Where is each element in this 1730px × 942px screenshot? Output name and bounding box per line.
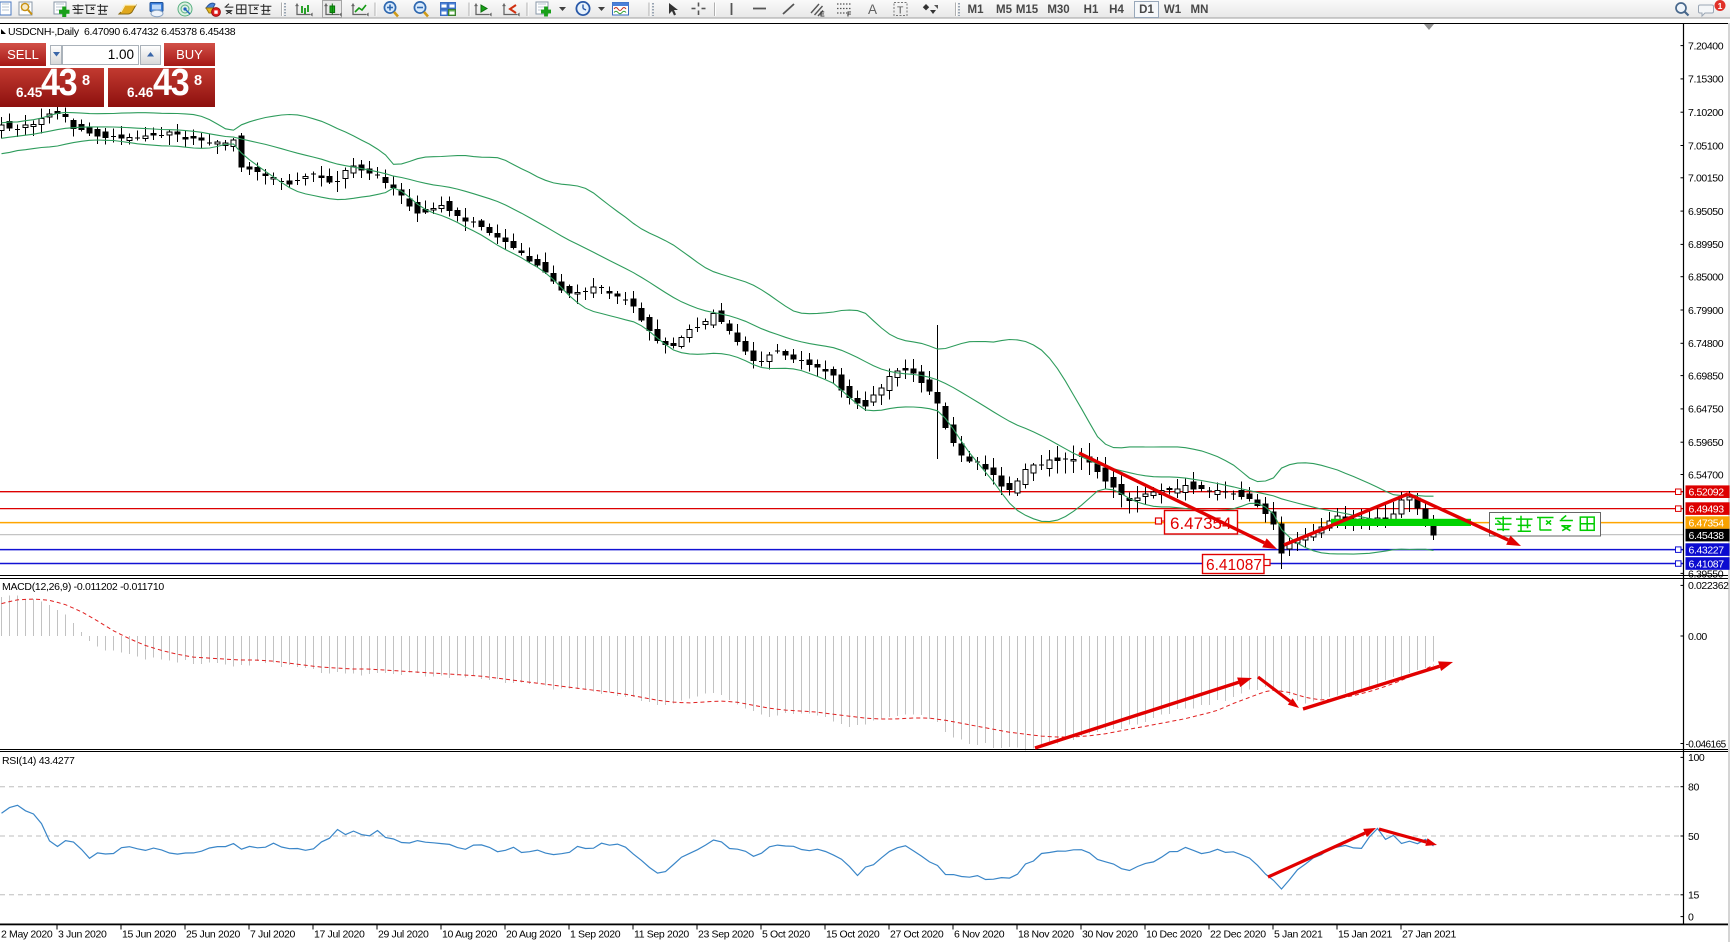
svg-text:22 Dec 2020: 22 Dec 2020 xyxy=(1210,929,1266,941)
svg-text:5 Jan 2021: 5 Jan 2021 xyxy=(1274,929,1323,941)
svg-text:30 Nov 2020: 30 Nov 2020 xyxy=(1082,929,1138,941)
svg-text:6.41087: 6.41087 xyxy=(1206,557,1262,574)
svg-text:20 Aug 2020: 20 Aug 2020 xyxy=(506,929,562,941)
svg-text:25 Jun 2020: 25 Jun 2020 xyxy=(186,929,240,941)
svg-text:6.45438: 6.45438 xyxy=(1689,530,1725,542)
svg-text:15 Jan 2021: 15 Jan 2021 xyxy=(1338,929,1392,941)
svg-text:W1: W1 xyxy=(1164,4,1182,16)
svg-text:80: 80 xyxy=(1688,782,1699,794)
svg-text:6.89950: 6.89950 xyxy=(1688,239,1724,251)
svg-text:6.79900: 6.79900 xyxy=(1688,305,1724,317)
svg-text:D1: D1 xyxy=(1139,4,1154,16)
svg-text:H4: H4 xyxy=(1109,4,1124,16)
svg-text:7.05100: 7.05100 xyxy=(1688,140,1724,152)
svg-text:6.49493: 6.49493 xyxy=(1689,504,1725,516)
svg-text:F: F xyxy=(847,12,852,19)
svg-text:29 Jul 2020: 29 Jul 2020 xyxy=(378,929,429,941)
svg-text:15 Oct 2020: 15 Oct 2020 xyxy=(826,929,880,941)
svg-text:E: E xyxy=(820,12,825,19)
svg-text:0: 0 xyxy=(1688,911,1694,923)
svg-text:5 Oct 2020: 5 Oct 2020 xyxy=(762,929,810,941)
svg-text:7 Jul 2020: 7 Jul 2020 xyxy=(250,929,295,941)
svg-text:17 Jul 2020: 17 Jul 2020 xyxy=(314,929,365,941)
svg-text:6.74800: 6.74800 xyxy=(1688,338,1724,350)
svg-text:2 May 2020: 2 May 2020 xyxy=(1,929,53,941)
svg-text:3 Jun 2020: 3 Jun 2020 xyxy=(58,929,107,941)
svg-text:6.59650: 6.59650 xyxy=(1688,437,1724,449)
svg-text:M30: M30 xyxy=(1047,4,1069,16)
svg-text:0.00: 0.00 xyxy=(1688,631,1707,643)
svg-text:1 Sep 2020: 1 Sep 2020 xyxy=(570,929,621,941)
svg-text:0.022362: 0.022362 xyxy=(1688,580,1729,592)
svg-text:7.15300: 7.15300 xyxy=(1688,74,1724,86)
svg-text:23 Sep 2020: 23 Sep 2020 xyxy=(698,929,754,941)
svg-text:7.20400: 7.20400 xyxy=(1688,40,1724,52)
svg-text:MACD(12,26,9) -0.011202 -0.011: MACD(12,26,9) -0.011202 -0.011710 xyxy=(2,581,164,593)
svg-text:10 Aug 2020: 10 Aug 2020 xyxy=(442,929,498,941)
svg-text:50: 50 xyxy=(1688,831,1699,843)
svg-text:6.95050: 6.95050 xyxy=(1688,206,1724,218)
svg-text:100: 100 xyxy=(1688,752,1705,764)
svg-text:RSI(14) 43.4277: RSI(14) 43.4277 xyxy=(2,755,75,767)
svg-text:7.10200: 7.10200 xyxy=(1688,107,1724,119)
svg-text:7.00150: 7.00150 xyxy=(1688,173,1724,185)
svg-text:MN: MN xyxy=(1191,4,1209,16)
svg-text:18 Nov 2020: 18 Nov 2020 xyxy=(1018,929,1074,941)
svg-text:M15: M15 xyxy=(1016,4,1039,16)
svg-text:6.85000: 6.85000 xyxy=(1688,272,1724,284)
svg-text:6.41087: 6.41087 xyxy=(1689,559,1725,571)
svg-text:1: 1 xyxy=(1718,1,1723,11)
svg-text:15 Jun 2020: 15 Jun 2020 xyxy=(122,929,176,941)
svg-text:6.64750: 6.64750 xyxy=(1688,404,1724,416)
svg-text:6.52092: 6.52092 xyxy=(1689,487,1725,499)
svg-text:11 Sep 2020: 11 Sep 2020 xyxy=(634,929,689,941)
svg-text:27 Jan 2021: 27 Jan 2021 xyxy=(1402,929,1456,941)
svg-text:15: 15 xyxy=(1688,890,1699,902)
svg-text:-0.046165: -0.046165 xyxy=(1686,739,1727,750)
svg-text:6.39550: 6.39550 xyxy=(1688,569,1724,581)
svg-text:10 Dec 2020: 10 Dec 2020 xyxy=(1146,929,1202,941)
svg-text:6.43227: 6.43227 xyxy=(1689,545,1725,557)
svg-text:6.47354: 6.47354 xyxy=(1689,518,1725,530)
svg-text:H1: H1 xyxy=(1084,4,1099,16)
svg-text:6.69850: 6.69850 xyxy=(1688,370,1724,382)
svg-text:6 Nov 2020: 6 Nov 2020 xyxy=(954,929,1005,941)
svg-text:6.54700: 6.54700 xyxy=(1688,469,1724,481)
svg-text:T: T xyxy=(897,5,904,17)
svg-text:M1: M1 xyxy=(968,4,985,16)
svg-text:M5: M5 xyxy=(996,4,1013,16)
svg-text:USDCNH-,Daily 6.47090 6.47432: USDCNH-,Daily 6.47090 6.47432 6.45378 6.… xyxy=(8,26,236,38)
svg-text:27 Oct 2020: 27 Oct 2020 xyxy=(890,929,944,941)
svg-text:A: A xyxy=(868,2,877,17)
